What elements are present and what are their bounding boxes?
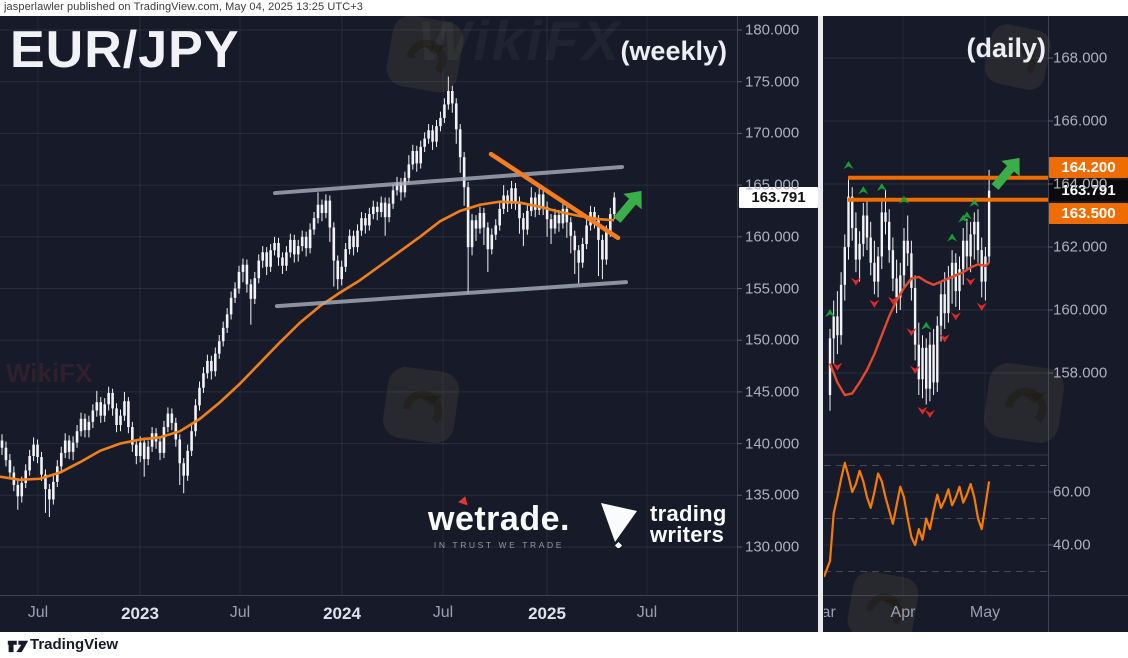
weekly-last-price-label: 163.791: [739, 187, 818, 208]
weekly-ma-line: [0, 200, 615, 482]
attribution-text: jasperlawler published on TradingView.co…: [4, 1, 364, 13]
fractal-down-icon: [869, 299, 880, 308]
x-tick-label: Jul: [27, 604, 49, 621]
fractal-up-icon: [858, 186, 869, 195]
y-tick-label: 158.000: [1053, 364, 1108, 382]
fractal-down-icon: [917, 406, 928, 415]
rsi-tick-label: 60.00: [1053, 483, 1091, 501]
y-tick-label: 166.000: [1053, 112, 1108, 130]
y-tick-label: 180.000: [745, 21, 800, 39]
tradingview-icon[interactable]: [7, 637, 29, 655]
x-tick-label: May: [969, 604, 1001, 621]
y-tick-label: 155.000: [745, 280, 800, 297]
weekly-time-axis[interactable]: Jul 2023 Jul 2024 Jul 2025 Jul: [0, 598, 737, 628]
weekly-plot: [0, 16, 737, 595]
tradingwriters-line1: trading: [649, 501, 727, 527]
quill-icon: [600, 503, 637, 548]
daily-ma-line: [828, 261, 990, 397]
rsi-line: [824, 461, 991, 578]
x-tick-label: Jul: [229, 604, 251, 621]
fractal-down-icon: [965, 277, 976, 286]
fractal-up-icon: [899, 195, 909, 204]
y-tick-label: 130.000: [745, 538, 800, 556]
daily-level-upper-label: 164.200: [1049, 157, 1128, 178]
panel-divider: [818, 16, 823, 632]
daily-timeframe-label: (daily): [966, 33, 1046, 63]
wetrade-tagline: IN TRUST WE TRADE: [433, 540, 565, 550]
fractal-down-icon: [950, 312, 961, 321]
x-tick-label: 2024: [323, 604, 361, 623]
daily-last-price-label: 163.791: [1049, 180, 1128, 201]
fractal-down-icon: [850, 277, 861, 286]
fractal-down-icon: [906, 328, 917, 337]
y-tick-label: 160.000: [1053, 301, 1108, 319]
attribution-bar: jasperlawler published on TradingView.co…: [0, 0, 1128, 16]
y-tick-label: 168.000: [1053, 49, 1108, 67]
fractal-down-icon: [887, 296, 898, 305]
symbol-title: EUR/JPY: [10, 21, 240, 79]
fractal-up-icon: [961, 211, 972, 220]
fractal-down-icon: [924, 409, 935, 418]
fractal-up-icon: [876, 183, 887, 192]
daily-plot: [824, 16, 1048, 595]
y-tick-label: 160.000: [745, 228, 800, 246]
breakout-arrow-icon: [991, 157, 1020, 190]
breakout-arrow-icon: [613, 190, 642, 223]
rsi-tick-label: 40.00: [1053, 536, 1091, 554]
x-tick-label: Jul: [636, 604, 658, 621]
fractal-up-icon: [947, 233, 958, 242]
y-tick-label: 165.000: [745, 176, 800, 194]
downtrend-line: [488, 151, 621, 241]
y-tick-label: 150.000: [745, 331, 800, 349]
tradingwriters-logo: trading writers: [600, 502, 727, 548]
fractal-down-icon: [910, 365, 921, 374]
wetrade-logo: wetrade. IN TRUST WE TRADE: [428, 494, 570, 550]
fractal-down-icon: [939, 334, 950, 343]
x-tick-label: Apr: [890, 604, 916, 621]
y-tick-label: 140.000: [745, 435, 800, 453]
channel-upper-line: [273, 165, 624, 196]
footer-bar: TradingView: [0, 632, 1128, 658]
x-tick-label: 2023: [121, 604, 159, 623]
y-tick-label: 170.000: [745, 124, 800, 142]
x-tick-label: Jul: [432, 604, 454, 621]
fractal-up-icon: [825, 309, 835, 318]
y-tick-label: 164.000: [1053, 175, 1108, 193]
channel-lower-line: [275, 280, 628, 309]
fractal-down-icon: [832, 362, 843, 371]
fractal-up-icon: [843, 161, 854, 170]
y-tick-label: 145.000: [745, 383, 800, 401]
fractal-down-icon: [976, 302, 987, 311]
daily-time-axis[interactable]: Mar Apr May: [824, 598, 1048, 628]
x-tick-label: Mar: [824, 604, 836, 621]
y-tick-label: 135.000: [745, 486, 800, 504]
weekly-timeframe-label: (weekly): [620, 36, 727, 66]
x-tick-label: 2025: [528, 604, 566, 623]
brand-logos: wetrade. IN TRUST WE TRADE trading write…: [428, 494, 727, 550]
daily-level-lower-label: 163.500: [1049, 203, 1128, 224]
tradingwriters-line2: writers: [649, 522, 725, 547]
fractal-up-icon: [969, 198, 980, 207]
fractal-up-icon: [921, 321, 932, 330]
y-tick-label: 175.000: [745, 73, 800, 91]
y-tick-label: 162.000: [1053, 238, 1108, 256]
footer-brand[interactable]: TradingView: [30, 636, 119, 653]
wetrade-name: wetrade.: [428, 500, 570, 538]
